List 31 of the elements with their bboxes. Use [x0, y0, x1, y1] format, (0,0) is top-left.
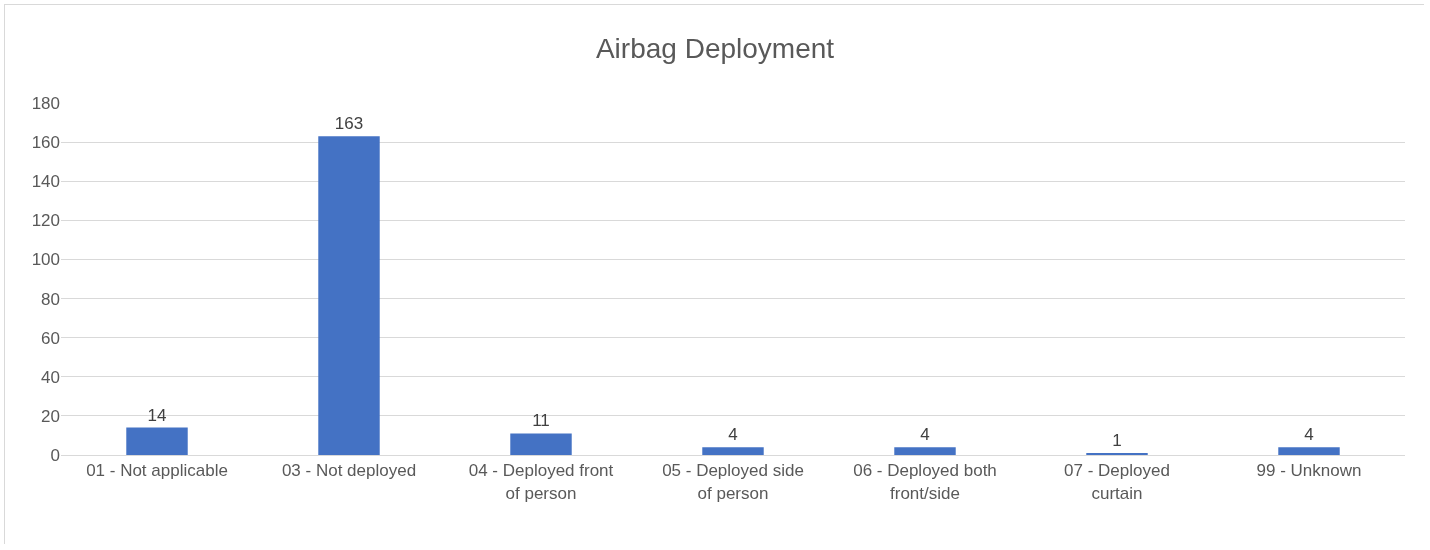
- y-tick-label: 180: [31, 93, 60, 113]
- y-tick-label: 20: [41, 406, 60, 426]
- x-tick-label: 01 - Not applicable: [86, 461, 228, 481]
- x-tick-label: 99 - Unknown: [1256, 461, 1362, 481]
- y-tick-label: 120: [31, 211, 60, 231]
- x-tick-label: 04 - Deployed front of person: [468, 461, 614, 503]
- x-tick-label: 07 - Deployed curtain: [1064, 461, 1170, 503]
- y-tick-label: 0: [50, 445, 60, 465]
- y-tick-label: 40: [41, 367, 60, 387]
- x-tick-label: 03 - Not deployed: [281, 461, 417, 481]
- y-tick-label: 160: [31, 133, 60, 153]
- data-label: 4: [1304, 425, 1314, 445]
- y-tick-label: 60: [41, 328, 60, 348]
- data-label: 14: [147, 405, 167, 425]
- data-label: 1: [1112, 431, 1122, 451]
- x-tick-label: 05 - Deployed side of person: [662, 461, 804, 503]
- bar: [894, 447, 956, 455]
- bar: [126, 427, 188, 455]
- chart-title: Airbag Deployment: [595, 33, 835, 64]
- data-label: 4: [920, 425, 930, 445]
- x-tick-label: 06 - Deployed both front/side: [853, 461, 997, 503]
- data-label: 4: [728, 425, 738, 445]
- y-tick-label: 100: [31, 250, 60, 270]
- data-label: 163: [334, 114, 364, 134]
- bar: [1278, 447, 1340, 455]
- data-label: 11: [532, 411, 550, 431]
- bar: [318, 136, 380, 455]
- y-tick-label: 140: [31, 172, 60, 192]
- bar: [510, 433, 572, 455]
- bar: [702, 447, 764, 455]
- y-tick-label: 80: [41, 289, 60, 309]
